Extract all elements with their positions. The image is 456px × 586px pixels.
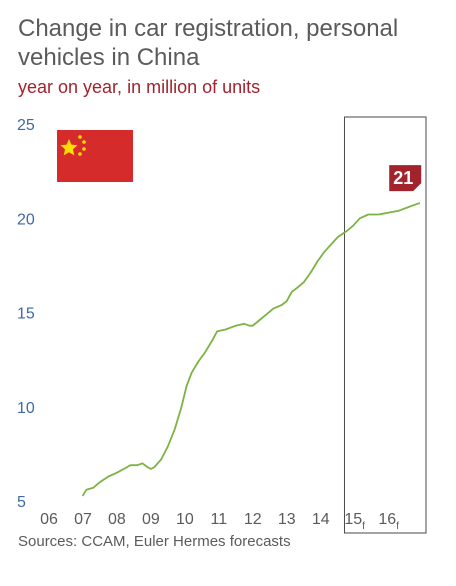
x-tick-label: 07 <box>74 511 92 528</box>
chart-subtitle: year on year, in million of units <box>18 77 261 97</box>
x-tick-label: 06 <box>40 511 58 528</box>
x-tick-label: 15f <box>344 511 365 532</box>
y-tick-label: 5 <box>17 494 26 511</box>
china-flag-small-star <box>82 140 86 144</box>
end-value-callout <box>389 165 422 192</box>
x-tick-label: 12 <box>244 511 262 528</box>
china-flag <box>57 130 133 182</box>
china-flag-small-star <box>82 147 86 151</box>
x-tick-label: 13 <box>278 511 296 528</box>
china-flag-background <box>57 130 133 182</box>
forecast-period-box <box>343 116 427 534</box>
chart-title: Change in car registration, personal veh… <box>18 15 399 71</box>
chart-source: Sources: CCAM, Euler Hermes forecasts <box>18 533 291 550</box>
y-tick-label: 20 <box>17 211 35 228</box>
x-tick-label: 10 <box>176 511 194 528</box>
end-value-label: 21 <box>393 168 413 188</box>
x-tick-label: 09 <box>142 511 160 528</box>
y-tick-label: 15 <box>17 306 35 323</box>
x-tick-label: 11 <box>211 511 228 528</box>
x-tick-label: 14 <box>312 511 330 528</box>
china-flag-small-star <box>78 135 82 139</box>
y-tick-label: 10 <box>17 400 35 417</box>
series-line <box>82 202 421 497</box>
y-tick-label: 25 <box>17 117 35 134</box>
china-flag-small-star <box>78 152 82 156</box>
china-flag-large-star <box>60 139 78 156</box>
x-tick-label: 08 <box>108 511 126 528</box>
x-tick-label: 16f <box>378 511 399 532</box>
